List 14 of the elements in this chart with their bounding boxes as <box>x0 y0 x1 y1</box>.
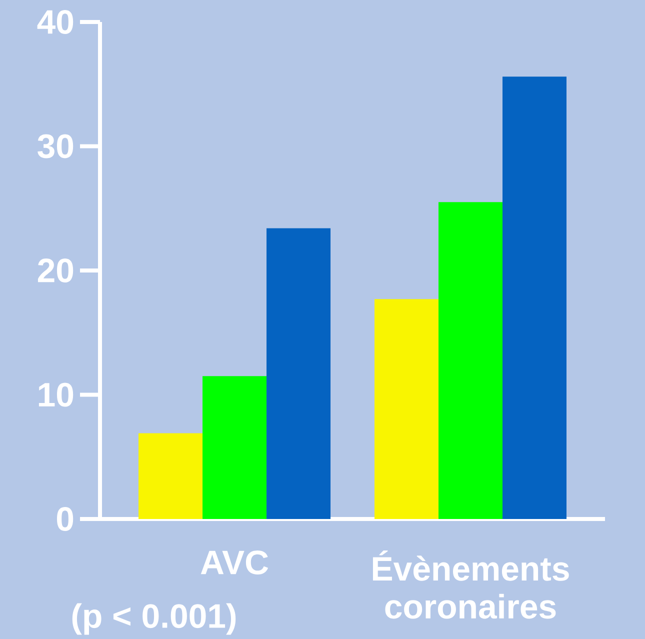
y-tick-label: 20 <box>38 258 74 282</box>
bar <box>266 228 331 519</box>
bar <box>502 76 566 519</box>
x-tick-label: AVC <box>200 550 268 574</box>
text: (p < 0.001) <box>72 603 236 635</box>
bar <box>138 433 203 519</box>
bar <box>438 202 502 519</box>
y-tick-label: 0 <box>56 506 74 531</box>
y-tick-label: 10 <box>38 382 74 407</box>
y-tick-label: 40 <box>37 10 74 34</box>
x-tick-label: Évènements coronaires <box>372 550 569 619</box>
bar <box>374 299 438 519</box>
bar <box>202 376 267 519</box>
y-tick-label: 30 <box>38 134 74 158</box>
